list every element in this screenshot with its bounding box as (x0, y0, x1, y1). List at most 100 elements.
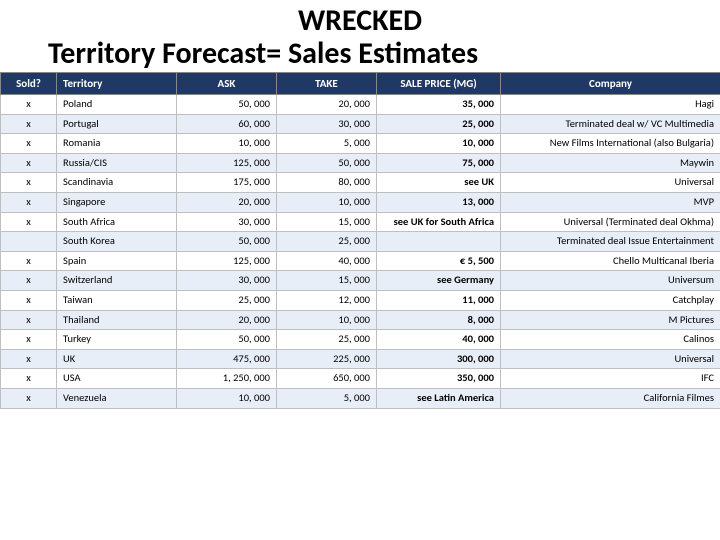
table-row: xSouth Africa30, 00015, 000see UK for So… (1, 212, 720, 232)
col-sale: SALE PRICE (MG) (377, 73, 501, 95)
cell-ask: 10, 000 (177, 388, 277, 408)
cell-sold: x (1, 251, 57, 271)
cell-territory: Portugal (57, 114, 177, 134)
cell-take: 10, 000 (277, 310, 377, 330)
cell-sold: x (1, 95, 57, 115)
cell-sale: see Latin America (377, 388, 501, 408)
cell-ask: 125, 000 (177, 251, 277, 271)
table-row: xUK475, 000225, 000300, 000Universal (1, 349, 720, 369)
cell-take: 12, 000 (277, 290, 377, 310)
cell-sold: x (1, 173, 57, 193)
table-row: South Korea50, 00025, 000Terminated deal… (1, 232, 720, 252)
cell-sold: x (1, 388, 57, 408)
cell-sale: 75, 000 (377, 153, 501, 173)
cell-sale: 11, 000 (377, 290, 501, 310)
table-row: xRussia/CIS125, 00050, 00075, 000Maywin (1, 153, 720, 173)
cell-sale: 8, 000 (377, 310, 501, 330)
cell-company: Universal (501, 173, 720, 193)
cell-take: 15, 000 (277, 271, 377, 291)
cell-company: New Films International (also Bulgaria) (501, 134, 720, 154)
cell-ask: 475, 000 (177, 349, 277, 369)
cell-take: 5, 000 (277, 134, 377, 154)
table-row: xVenezuela10, 0005, 000see Latin America… (1, 388, 720, 408)
col-take: TAKE (277, 73, 377, 95)
cell-ask: 50, 000 (177, 330, 277, 350)
page-subtitle: Territory Forecast= Sales Estimates (0, 37, 720, 70)
cell-sold: x (1, 310, 57, 330)
cell-territory: South Korea (57, 232, 177, 252)
table-row: xPortugal60, 00030, 00025, 000Terminated… (1, 114, 720, 134)
cell-ask: 20, 000 (177, 192, 277, 212)
cell-territory: Switzerland (57, 271, 177, 291)
cell-take: 10, 000 (277, 192, 377, 212)
cell-take: 650, 000 (277, 369, 377, 389)
cell-take: 80, 000 (277, 173, 377, 193)
cell-ask: 25, 000 (177, 290, 277, 310)
cell-sale: see Germany (377, 271, 501, 291)
cell-take: 5, 000 (277, 388, 377, 408)
table-row: xThailand20, 00010, 0008, 000M Pictures (1, 310, 720, 330)
cell-sold: x (1, 192, 57, 212)
forecast-table: Sold? Territory ASK TAKE SALE PRICE (MG)… (0, 72, 720, 409)
cell-sale: see UK for South Africa (377, 212, 501, 232)
cell-ask: 175, 000 (177, 173, 277, 193)
cell-ask: 1, 250, 000 (177, 369, 277, 389)
cell-territory: Poland (57, 95, 177, 115)
cell-territory: Spain (57, 251, 177, 271)
cell-sale (377, 232, 501, 252)
page-title: WRECKED (0, 0, 720, 37)
cell-sale: 10, 000 (377, 134, 501, 154)
cell-ask: 125, 000 (177, 153, 277, 173)
cell-sale: 25, 000 (377, 114, 501, 134)
table-row: xSingapore20, 00010, 00013, 000MVP (1, 192, 720, 212)
cell-sold: x (1, 369, 57, 389)
cell-company: Universum (501, 271, 720, 291)
cell-territory: Taiwan (57, 290, 177, 310)
cell-company: Universal (Terminated deal Okhma) (501, 212, 720, 232)
cell-ask: 50, 000 (177, 232, 277, 252)
cell-company: MVP (501, 192, 720, 212)
cell-sold: x (1, 212, 57, 232)
cell-company: Maywin (501, 153, 720, 173)
cell-take: 225, 000 (277, 349, 377, 369)
cell-take: 50, 000 (277, 153, 377, 173)
cell-territory: Scandinavia (57, 173, 177, 193)
cell-take: 40, 000 (277, 251, 377, 271)
cell-company: California Filmes (501, 388, 720, 408)
cell-sale: € 5, 500 (377, 251, 501, 271)
col-company: Company (501, 73, 720, 95)
table-row: xTaiwan25, 00012, 00011, 000Catchplay (1, 290, 720, 310)
cell-territory: Venezuela (57, 388, 177, 408)
cell-sale: 13, 000 (377, 192, 501, 212)
cell-territory: Singapore (57, 192, 177, 212)
cell-sold: x (1, 349, 57, 369)
cell-company: Catchplay (501, 290, 720, 310)
cell-company: IFC (501, 369, 720, 389)
cell-company: Chello Multicanal Iberia (501, 251, 720, 271)
table-row: xSwitzerland30, 00015, 000see GermanyUni… (1, 271, 720, 291)
cell-sale: 35, 000 (377, 95, 501, 115)
cell-sale: 350, 000 (377, 369, 501, 389)
cell-company: Calinos (501, 330, 720, 350)
cell-take: 25, 000 (277, 232, 377, 252)
table-row: xUSA1, 250, 000650, 000350, 000IFC (1, 369, 720, 389)
cell-territory: Thailand (57, 310, 177, 330)
col-sold: Sold? (1, 73, 57, 95)
cell-company: Terminated deal w/ VC Multimedia (501, 114, 720, 134)
table-row: xTurkey50, 00025, 00040, 000Calinos (1, 330, 720, 350)
table-row: xScandinavia175, 00080, 000see UKUnivers… (1, 173, 720, 193)
cell-territory: Romania (57, 134, 177, 154)
cell-sold: x (1, 290, 57, 310)
cell-sale: 40, 000 (377, 330, 501, 350)
col-ask: ASK (177, 73, 277, 95)
cell-sold: x (1, 271, 57, 291)
cell-sold: x (1, 330, 57, 350)
cell-take: 20, 000 (277, 95, 377, 115)
col-territory: Territory (57, 73, 177, 95)
cell-ask: 30, 000 (177, 212, 277, 232)
table-row: xSpain125, 00040, 000€ 5, 500Chello Mult… (1, 251, 720, 271)
cell-sold (1, 232, 57, 252)
cell-territory: USA (57, 369, 177, 389)
table-header-row: Sold? Territory ASK TAKE SALE PRICE (MG)… (1, 73, 720, 95)
cell-territory: UK (57, 349, 177, 369)
